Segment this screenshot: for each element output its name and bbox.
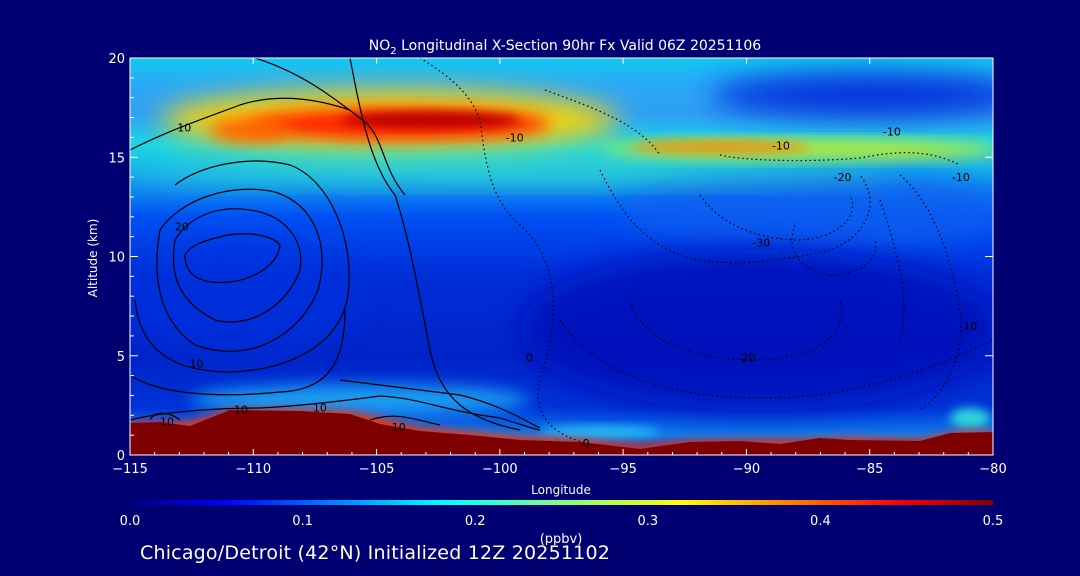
x-tick-label: −105 <box>359 462 395 477</box>
colorbar-tick-label: 0.1 <box>292 514 313 529</box>
contour-negative <box>599 169 871 264</box>
y-tick-label: 20 <box>108 52 125 67</box>
contour-positive <box>172 208 302 323</box>
x-axis: −115 −110 −105 −100 −95 −90 −85 −80 <box>112 58 1007 477</box>
y-tick-label: 10 <box>108 251 125 266</box>
contour-positive <box>130 97 351 151</box>
contour-lines <box>130 58 541 431</box>
colorbar-ticks: 0.0 0.1 0.2 0.3 0.4 0.5 <box>120 514 1004 529</box>
contour-label: 10 <box>190 358 204 371</box>
contour-positive <box>149 412 181 421</box>
contour-negative <box>544 89 661 156</box>
contour-positive <box>339 379 541 429</box>
contour-positive <box>184 233 281 284</box>
contour-label: -10 <box>959 320 977 333</box>
y-tick-label: 15 <box>108 151 125 166</box>
contour-label: -10 <box>952 171 970 184</box>
contour-positive <box>130 309 346 396</box>
contour-label: 10 <box>160 415 174 428</box>
x-tick-label: −85 <box>856 462 883 477</box>
contour-negative <box>559 319 993 399</box>
contour-label: -10 <box>772 139 790 152</box>
footer-caption: Chicago/Detroit (42°N) Initialized 12Z 2… <box>140 542 611 564</box>
colorbar-tick-label: 0.3 <box>637 514 658 529</box>
contour-label: 0 <box>583 437 590 450</box>
y-tick-label: 0 <box>117 449 125 464</box>
colorbar-tick-label: 0.2 <box>465 514 486 529</box>
contour-label: 10 <box>177 121 191 134</box>
contour-negative <box>629 299 843 361</box>
contour-label: -20 <box>737 352 755 365</box>
concentration-field <box>130 58 993 455</box>
x-tick-label: −80 <box>979 462 1006 477</box>
chart-title: NO2 Longitudinal X-Section 90hr Fx Valid… <box>369 38 762 57</box>
y-tick-label: 5 <box>117 350 125 365</box>
colorbar-tick-label: 0.4 <box>810 514 831 529</box>
contour-label: -30 <box>752 237 770 250</box>
colorbar <box>130 500 993 505</box>
y-axis-title: Altitude (km) <box>86 219 100 298</box>
contour-label: -10 <box>506 131 524 144</box>
contour-label: -10 <box>883 125 901 138</box>
contour-label: -20 <box>834 171 852 184</box>
contour-label: 0 <box>526 352 533 365</box>
y-axis: 0 5 10 15 20 <box>108 52 993 464</box>
contour-negative <box>699 194 854 241</box>
contour-positive <box>130 395 541 431</box>
contour-negative <box>719 152 961 166</box>
x-axis-title: Longitude <box>531 483 591 497</box>
colorbar-tick-label: 0.5 <box>983 514 1004 529</box>
x-tick-label: −90 <box>733 462 760 477</box>
contour-label: 10 <box>392 421 406 434</box>
contour-positive <box>254 58 406 196</box>
contour-label: 10 <box>313 401 327 414</box>
colorbar-tick-label: 0.0 <box>120 514 141 529</box>
contour-lines-negative <box>419 58 993 447</box>
contour-positive <box>349 58 521 431</box>
colorbar-label: (ppbv) <box>540 532 583 545</box>
contour-labels: 10 20 10 10 10 10 10 -10 -10 -10 -20 -10 -30 -20 -10 0 0 <box>160 121 977 450</box>
x-tick-label: −115 <box>112 462 148 477</box>
x-tick-label: −95 <box>609 462 636 477</box>
contour-positive <box>156 188 323 352</box>
contour-label: 10 <box>234 403 248 416</box>
x-tick-label: −110 <box>235 462 271 477</box>
terrain-mask <box>130 410 993 455</box>
contour-positive <box>134 160 350 373</box>
contour-positive <box>369 415 441 426</box>
contour-label: 20 <box>175 221 189 234</box>
x-tick-label: −100 <box>482 462 518 477</box>
